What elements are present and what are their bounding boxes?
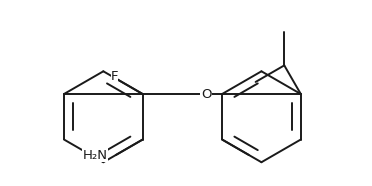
Text: H₂N: H₂N (83, 148, 108, 161)
Text: F: F (111, 70, 118, 83)
Text: O: O (201, 88, 211, 101)
